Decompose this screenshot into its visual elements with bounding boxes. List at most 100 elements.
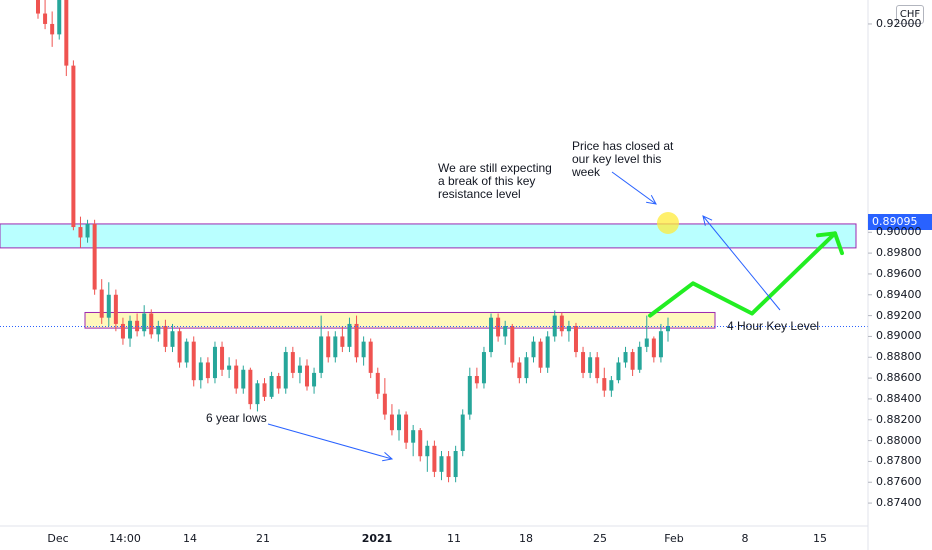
candle bbox=[637, 341, 642, 373]
candle-body bbox=[92, 223, 97, 290]
candle-body bbox=[333, 336, 338, 358]
candle bbox=[57, 0, 62, 40]
lows-annotation: 6 year lows bbox=[206, 411, 267, 425]
date-tick-label: 11 bbox=[447, 532, 461, 545]
candle bbox=[375, 367, 380, 399]
candle bbox=[397, 409, 402, 441]
upper-zone-rect[interactable] bbox=[0, 223, 857, 249]
candle-body bbox=[149, 313, 154, 335]
candle-body bbox=[623, 352, 628, 363]
candle bbox=[354, 315, 359, 363]
candle-body bbox=[106, 294, 111, 318]
candle-body bbox=[78, 227, 83, 238]
candle bbox=[43, 0, 48, 30]
candle bbox=[99, 279, 104, 324]
candle bbox=[312, 367, 317, 394]
candle-body bbox=[227, 365, 232, 370]
candle bbox=[191, 336, 196, 387]
candle bbox=[170, 323, 175, 353]
candle bbox=[432, 440, 437, 478]
candle bbox=[609, 376, 614, 397]
candle bbox=[524, 352, 529, 384]
candle-body bbox=[545, 336, 550, 368]
candle-body bbox=[57, 0, 62, 35]
candle bbox=[333, 331, 338, 363]
candle bbox=[78, 216, 83, 248]
candle bbox=[85, 219, 90, 243]
candle-body bbox=[283, 352, 288, 389]
price-tick-label: 0.88000 bbox=[876, 433, 922, 447]
candle-body bbox=[312, 372, 317, 387]
candle-body bbox=[496, 317, 501, 337]
lows-arrow bbox=[267, 423, 394, 462]
candle-body bbox=[361, 341, 366, 358]
candle bbox=[368, 338, 373, 379]
candle bbox=[177, 328, 182, 368]
projection-path bbox=[648, 231, 837, 318]
candle-body bbox=[290, 352, 295, 373]
candle-body bbox=[220, 346, 225, 370]
candle-body bbox=[198, 362, 203, 381]
candle bbox=[149, 309, 154, 339]
current-price-label: 0.89095 bbox=[868, 214, 932, 230]
candle-body bbox=[517, 362, 522, 379]
candle bbox=[453, 445, 458, 483]
candle-body bbox=[538, 341, 543, 368]
candle bbox=[559, 312, 564, 337]
candle-body bbox=[602, 378, 607, 391]
candle-body bbox=[375, 372, 380, 394]
candle bbox=[227, 357, 232, 379]
candle bbox=[616, 357, 621, 384]
candle bbox=[234, 359, 239, 394]
key-level-annotation: 4 Hour Key Level bbox=[727, 319, 820, 333]
candle-body bbox=[128, 320, 133, 339]
candle bbox=[460, 409, 465, 457]
candle-body bbox=[248, 369, 253, 405]
price-tick-label: 0.87800 bbox=[876, 454, 922, 468]
candle-body bbox=[552, 315, 557, 337]
candle bbox=[588, 352, 593, 379]
candle-body bbox=[163, 326, 168, 347]
candle bbox=[304, 359, 309, 391]
date-tick-label: 14 bbox=[183, 532, 197, 545]
candle-body bbox=[481, 352, 486, 384]
candle-body bbox=[36, 0, 40, 14]
date-tick-label: Feb bbox=[664, 532, 684, 545]
candle bbox=[106, 282, 111, 327]
currency-button[interactable]: CHF bbox=[896, 5, 924, 24]
candle bbox=[326, 331, 331, 363]
candle bbox=[566, 320, 571, 342]
date-tick-label: 18 bbox=[519, 532, 533, 545]
candle bbox=[666, 317, 670, 342]
candle-body bbox=[212, 346, 217, 379]
candle bbox=[602, 367, 607, 397]
price-tick-label: 0.88400 bbox=[876, 391, 922, 405]
candle-body bbox=[588, 357, 593, 373]
candle bbox=[411, 424, 416, 457]
candle-body bbox=[99, 289, 104, 318]
candle bbox=[120, 317, 125, 345]
candle-body bbox=[269, 376, 274, 397]
date-tick-label: Dec bbox=[47, 532, 69, 545]
candle bbox=[212, 341, 217, 384]
key-level-zone-rect[interactable] bbox=[84, 311, 716, 329]
candle-body bbox=[142, 313, 147, 332]
candle bbox=[220, 341, 225, 377]
candle-body bbox=[425, 445, 430, 457]
candle bbox=[290, 346, 295, 379]
candle-body bbox=[566, 326, 571, 332]
candle bbox=[595, 352, 600, 384]
candle bbox=[531, 336, 536, 363]
candle-body bbox=[354, 323, 359, 358]
key-level-arrow bbox=[702, 215, 781, 311]
candle-body bbox=[418, 430, 423, 457]
candle bbox=[538, 338, 543, 373]
candle-body bbox=[559, 315, 564, 332]
candle bbox=[467, 367, 472, 420]
price-tick-label: 0.89400 bbox=[876, 287, 922, 301]
candle-body bbox=[524, 357, 529, 379]
candle-body bbox=[64, 0, 69, 66]
candle bbox=[517, 357, 522, 384]
date-tick-label: 21 bbox=[256, 532, 270, 545]
